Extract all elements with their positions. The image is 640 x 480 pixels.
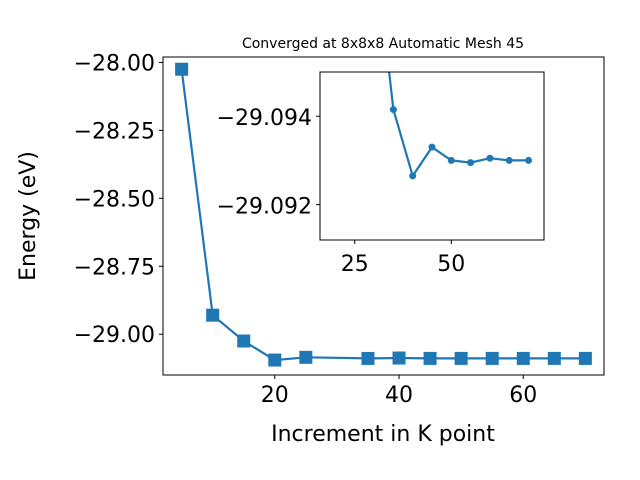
data-point-square: [206, 308, 220, 322]
inset-y-tick-label: −29.092: [217, 195, 312, 220]
x-tick-label: 20: [261, 383, 289, 408]
inset-x-tick-label: 50: [437, 252, 465, 277]
inset-y-ticks: −29.094 −29.092: [217, 106, 320, 220]
inset-data-point: [389, 106, 397, 114]
inset-x-ticks: 25 50: [341, 240, 465, 277]
data-point-square: [237, 334, 251, 348]
inset-data-point: [505, 156, 513, 164]
inset-x-tick-label: 25: [341, 252, 369, 277]
inset-data-point: [409, 172, 417, 180]
inset-data-point: [428, 143, 436, 151]
x-axis-label: Increment in K point: [271, 422, 495, 447]
inset-data-point: [447, 156, 455, 164]
y-tick-label: −28.00: [74, 51, 155, 76]
y-tick-label: −28.75: [74, 255, 155, 280]
data-point-square: [454, 351, 468, 365]
inset-data-point: [486, 154, 494, 162]
data-point-square: [268, 353, 282, 367]
inset-series: [388, 72, 533, 180]
chart-title: Converged at 8x8x8 Automatic Mesh 45: [242, 36, 524, 52]
data-point-square: [392, 351, 406, 365]
data-point-square: [423, 351, 437, 365]
inset-data-point: [525, 156, 533, 164]
data-point-square: [299, 350, 313, 364]
x-tick-label: 40: [385, 383, 413, 408]
data-point-square: [578, 351, 592, 365]
inset-y-tick-label: −29.094: [217, 106, 312, 131]
y-axis-label: Energy (eV): [16, 151, 41, 281]
main-x-ticks: 20 40 60: [261, 375, 537, 408]
main-y-ticks: −28.00 −28.25 −28.50 −28.75 −29.00: [74, 51, 163, 348]
data-point-square: [547, 351, 561, 365]
data-point-square: [361, 351, 375, 365]
y-tick-label: −28.25: [74, 119, 155, 144]
main-plot-frame: [162, 56, 605, 376]
inset-plot-frame: [319, 71, 545, 241]
y-tick-label: −28.50: [74, 187, 155, 212]
data-point-square: [485, 351, 499, 365]
y-tick-label: −29.00: [74, 323, 155, 348]
main-series: [175, 62, 592, 367]
data-point-square: [175, 62, 189, 76]
data-point-square: [516, 351, 530, 365]
x-tick-label: 60: [509, 383, 537, 408]
inset-plot-border: [319, 71, 545, 241]
inset-data-point: [467, 159, 475, 167]
